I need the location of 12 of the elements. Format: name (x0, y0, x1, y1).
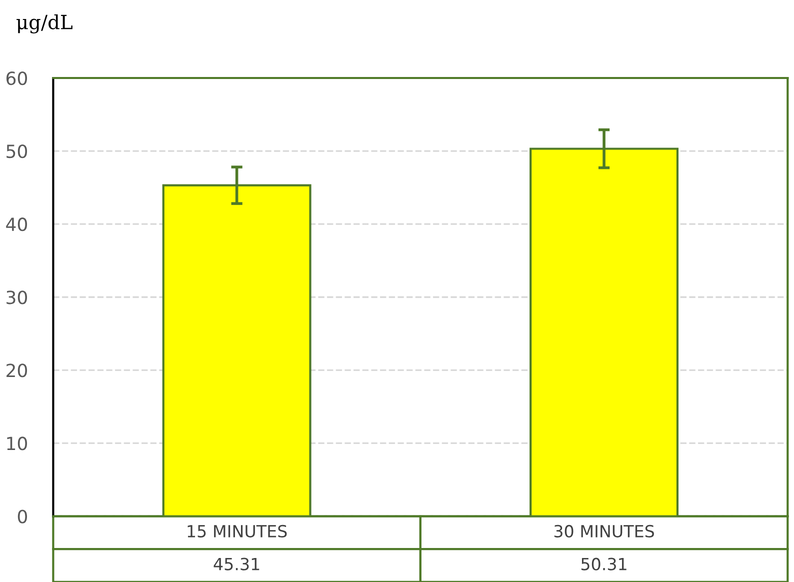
y-tick-label: 40 (6, 218, 27, 232)
data-label: 45.31 (214, 558, 260, 570)
y-tick-label: 10 (7, 436, 27, 450)
x-tick-label: 30 MINUTES (554, 524, 654, 538)
x-tick-label: 15 MINUTES (188, 524, 287, 538)
y-axis-title: μg/dL (16, 14, 72, 34)
y-tick-label: 30 (6, 290, 27, 304)
y-tick-label: 50 (6, 144, 27, 158)
y-tick-label: 60 (6, 71, 27, 86)
data-label: 50.31 (581, 558, 626, 570)
y-tick-label: 20 (6, 364, 27, 378)
y-tick-label: 0 (18, 510, 27, 524)
